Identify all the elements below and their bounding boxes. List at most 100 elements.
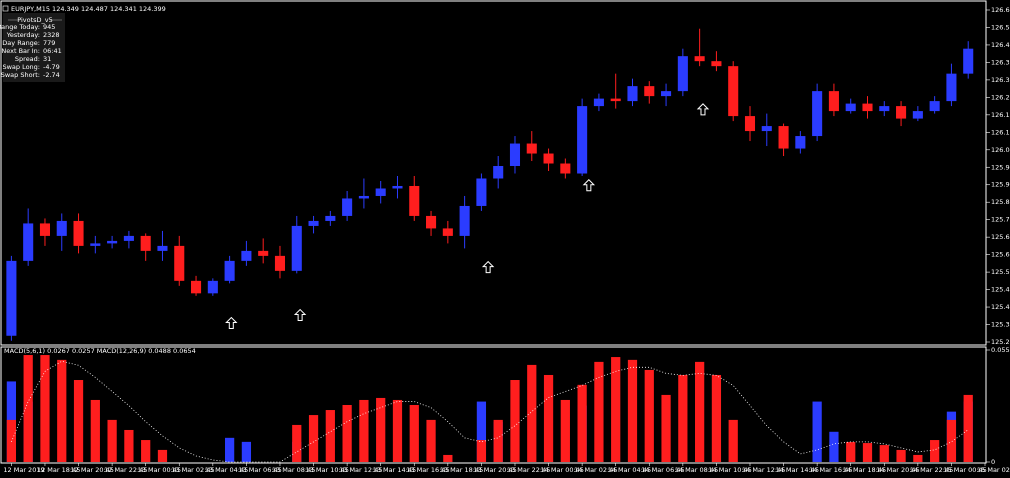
histogram-bar xyxy=(728,419,738,462)
histogram-bar xyxy=(543,374,554,462)
candle-body xyxy=(291,225,302,271)
chart-title: EURJPY,M15 124.349 124.487 124.341 124.3… xyxy=(11,5,166,13)
candle-body xyxy=(744,116,756,132)
info-value: 06:41 xyxy=(43,47,62,55)
x-tick-label: 12 Mar 22:45 xyxy=(104,466,147,474)
x-tick-label: 14 Mar 20:45 xyxy=(876,466,919,474)
x-tick-label: 14 Mar 02:45 xyxy=(574,466,617,474)
candle-body xyxy=(879,106,890,112)
y-tick-label: 125.415 xyxy=(991,303,1010,311)
candle-body xyxy=(644,86,655,97)
y-tick-label: 126.255 xyxy=(991,93,1010,101)
candle-body xyxy=(661,91,672,97)
info-value: 31 xyxy=(43,55,51,63)
candle-body xyxy=(274,255,286,271)
histogram-bar xyxy=(476,440,487,462)
histogram-bar xyxy=(107,419,117,462)
histogram-bar xyxy=(930,440,940,462)
x-tick-label: 14 Mar 22:45 xyxy=(910,466,953,474)
x-tick-label: 14 Mar 16:45 xyxy=(809,466,852,474)
histogram-bar xyxy=(644,369,654,462)
up-arrow xyxy=(481,260,495,274)
up-arrow xyxy=(293,308,307,322)
candle-body xyxy=(862,103,873,112)
chart-icon xyxy=(2,5,9,12)
y-tick-label: 125.835 xyxy=(991,198,1010,206)
y-tick-label: 126.115 xyxy=(991,128,1010,136)
candle-body xyxy=(912,111,923,119)
candle-body xyxy=(610,98,621,102)
candle-body xyxy=(308,220,319,226)
candle-body xyxy=(560,163,571,174)
candle-body xyxy=(509,143,521,167)
price-panel xyxy=(6,28,974,341)
x-tick-label: 13 Mar 08:45 xyxy=(272,466,315,474)
candle-body xyxy=(577,106,588,174)
candle-body xyxy=(174,245,185,281)
histogram-bar xyxy=(829,431,839,462)
y-tick-label: 126.605 xyxy=(991,6,1010,14)
candle-body xyxy=(342,198,353,216)
candle-body xyxy=(23,223,34,261)
candle-body xyxy=(442,228,453,236)
candle-body xyxy=(543,153,554,164)
macd-title: MACD(5,6,1) 0.0267 0.0257 MACD(12,26,9) … xyxy=(4,347,196,355)
candle-body xyxy=(358,195,369,199)
histogram-bar xyxy=(695,361,705,462)
histogram-bar xyxy=(241,441,252,462)
y-tick-label: 125.555 xyxy=(991,268,1010,276)
histogram-bar xyxy=(224,437,235,462)
x-tick-label: 13 Mar 12:45 xyxy=(339,466,382,474)
histogram-bar xyxy=(678,374,688,462)
x-tick-label: 14 Mar 14:45 xyxy=(776,466,819,474)
histogram-bar xyxy=(812,401,822,462)
y-tick-label: 125.905 xyxy=(991,181,1010,189)
x-tick-label: 14 Mar 12:45 xyxy=(742,466,785,474)
candle-body xyxy=(107,240,118,244)
info-title: PivotsD_v5 xyxy=(17,16,53,24)
y-tick-label: 0.0556 xyxy=(991,346,1010,354)
candle-body xyxy=(963,48,974,74)
y-tick-label: 126.465 xyxy=(991,41,1010,49)
info-value: 2328 xyxy=(43,31,60,39)
info-label: Spread: xyxy=(15,55,40,63)
y-tick-label: 125.275 xyxy=(991,338,1010,346)
histogram-bar xyxy=(157,449,168,462)
histogram-bar xyxy=(963,394,973,462)
x-tick-label: 12 Mar 20:45 xyxy=(71,466,114,474)
up-arrow xyxy=(696,103,710,116)
candle-body xyxy=(39,223,51,236)
candle-body xyxy=(140,235,151,251)
x-tick-label: 13 Mar 00:45 xyxy=(138,466,181,474)
histogram-bar xyxy=(661,394,671,462)
histogram-bar xyxy=(510,380,520,462)
x-tick-label: 12 Mar 2019 xyxy=(3,466,44,474)
x-tick-label: 14 Mar 10:45 xyxy=(708,466,751,474)
histogram-bar xyxy=(711,374,722,462)
candle-body xyxy=(241,250,252,261)
histogram-bar xyxy=(879,445,889,462)
histogram-bar xyxy=(40,355,50,462)
histogram-bar xyxy=(476,401,487,462)
candle-body xyxy=(56,220,67,236)
candle-body xyxy=(896,106,907,119)
x-tick-label: 12 Mar 18:45 xyxy=(37,466,80,474)
candle-body xyxy=(207,280,218,294)
y-tick-label: 126.325 xyxy=(991,76,1010,84)
x-tick-label: 13 Mar 04:45 xyxy=(205,466,248,474)
x-tick-label: 13 Mar 14:45 xyxy=(373,466,416,474)
histogram-bar xyxy=(57,359,67,462)
x-tick-label: 15 Mar 00:45 xyxy=(943,466,986,474)
histogram-bar xyxy=(392,399,403,462)
y-tick-label: 126.185 xyxy=(991,111,1010,119)
info-value: -4.79 xyxy=(43,63,60,71)
candle-body xyxy=(224,260,235,281)
candle-body xyxy=(711,61,722,67)
candle-body xyxy=(123,235,134,241)
candle-body xyxy=(191,280,202,294)
info-panel xyxy=(3,13,65,82)
candle-body xyxy=(761,126,772,132)
